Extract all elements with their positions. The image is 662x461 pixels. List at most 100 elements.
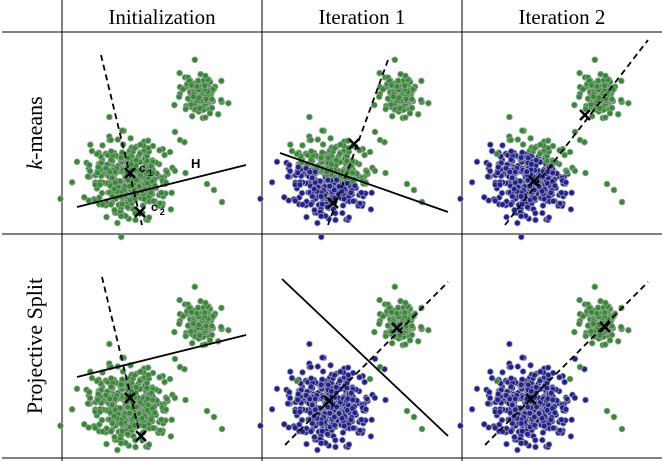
- data-point: [158, 189, 165, 197]
- data-point: [519, 368, 527, 375]
- data-point: [187, 101, 195, 108]
- data-point: [544, 371, 552, 379]
- data-point: [202, 72, 209, 80]
- data-point: [307, 375, 315, 382]
- data-point: [339, 429, 347, 436]
- data-point: [401, 82, 409, 89]
- data-point: [306, 168, 314, 176]
- data-point: [214, 111, 222, 118]
- data-point: [336, 377, 344, 385]
- data-point: [518, 354, 526, 361]
- data-point: [414, 337, 422, 345]
- data-point: [488, 147, 496, 155]
- hyperplane-line: [281, 278, 449, 437]
- data-point: [517, 154, 525, 162]
- row-label-projective-rest: Projective Split: [22, 278, 47, 414]
- data-point: [294, 390, 302, 398]
- data-point: [408, 331, 416, 339]
- data-point: [532, 216, 539, 224]
- data-point: [614, 111, 622, 118]
- data-point: [106, 340, 113, 348]
- data-point: [150, 424, 157, 432]
- data-point: [361, 378, 368, 386]
- data-point: [117, 420, 125, 427]
- data-point: [208, 322, 216, 330]
- data-point: [506, 168, 514, 176]
- data-point: [538, 414, 546, 422]
- data-point: [498, 189, 506, 197]
- hyperplane-line: [279, 152, 449, 213]
- data-point: [517, 381, 525, 389]
- data-point: [366, 375, 374, 383]
- data-point: [524, 203, 531, 211]
- data-point: [109, 420, 116, 427]
- data-point: [349, 197, 357, 205]
- data-point: [536, 377, 544, 385]
- data-point: [549, 424, 557, 432]
- data-point: [257, 422, 264, 430]
- data-point: [286, 368, 294, 376]
- data-point: [618, 77, 625, 85]
- data-point: [331, 436, 339, 444]
- data-point: [188, 308, 195, 316]
- data-point: [485, 388, 493, 396]
- data-point: [319, 368, 327, 375]
- data-point: [511, 168, 519, 176]
- data-point: [535, 410, 543, 417]
- center-1-marker: [124, 392, 136, 404]
- data-point: [517, 439, 525, 447]
- data-point: [156, 200, 164, 207]
- data-point: [457, 195, 464, 203]
- dashed-direction-line: [100, 54, 143, 226]
- data-point: [306, 395, 314, 403]
- data-point: [375, 93, 383, 101]
- data-point: [110, 185, 118, 193]
- data-point: [94, 396, 101, 404]
- data-point: [391, 283, 399, 291]
- data-point: [179, 313, 187, 320]
- data-point: [318, 427, 326, 435]
- data-point: [382, 332, 390, 340]
- data-point: [614, 337, 622, 345]
- scatter-points: [457, 283, 632, 461]
- data-point: [593, 83, 601, 90]
- data-point: [293, 377, 301, 385]
- data-point: [99, 428, 106, 435]
- data-point: [402, 299, 409, 307]
- data-point: [388, 112, 396, 120]
- data-point: [80, 194, 88, 201]
- data-point: [311, 395, 319, 403]
- data-point: [225, 99, 232, 107]
- data-point: [575, 93, 583, 101]
- center-2-marker: [327, 197, 339, 209]
- center-2-marker: [323, 395, 335, 407]
- data-point: [208, 104, 216, 112]
- data-point: [201, 82, 209, 89]
- scatter-points: [257, 56, 432, 241]
- data-point: [528, 161, 535, 168]
- data-point: [179, 86, 187, 93]
- data-point: [396, 332, 404, 339]
- data-point: [403, 180, 411, 188]
- data-point: [117, 212, 125, 220]
- data-point: [507, 383, 515, 391]
- data-point: [545, 214, 553, 221]
- data-point: [306, 113, 313, 121]
- data-point: [408, 322, 416, 330]
- data-point: [299, 201, 306, 208]
- data-point: [107, 375, 115, 382]
- data-point: [393, 83, 401, 90]
- data-point: [596, 332, 604, 339]
- data-point: [514, 446, 521, 454]
- data-point: [209, 85, 217, 93]
- data-point: [151, 409, 159, 417]
- data-point: [288, 147, 296, 155]
- scatter-points: [57, 56, 232, 241]
- data-point: [519, 141, 527, 148]
- data-point: [124, 176, 132, 184]
- data-point: [410, 186, 418, 194]
- data-point: [588, 308, 595, 316]
- data-point: [111, 395, 119, 403]
- data-point: [80, 420, 88, 428]
